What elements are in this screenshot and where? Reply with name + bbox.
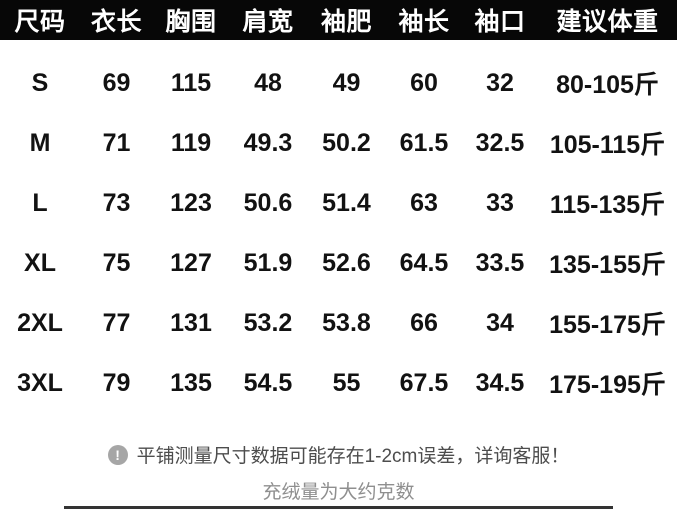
table-cell: 48 [254,68,282,97]
table-cell: 115 [170,68,212,97]
table-cell: 49 [332,68,361,97]
table-row: XL 75 127 51.9 52.6 64.5 33.5 135-155斤 [0,233,677,293]
header-cell: 胸围 [165,8,217,36]
table-cell: 115-135斤 [549,191,666,219]
table-cell: 60 [410,68,438,97]
table-cell: 53.8 [322,308,371,337]
table-cell: 3XL [17,368,63,397]
table-cell: 80-105斤 [556,71,659,99]
exclamation-circle-icon: ! [107,444,128,465]
table-row: S 69 115 48 49 60 32 80-105斤 [0,53,677,113]
table-cell: 73 [102,188,131,217]
table-cell: 127 [170,248,212,277]
table-cell: 61.5 [399,128,449,157]
table-cell: 135-155斤 [549,251,666,279]
table-cell: 79 [102,368,131,397]
table-cell: 155-175斤 [549,311,666,339]
table-cell: 135 [170,368,212,397]
table-cell: 34 [486,308,514,337]
table-cell: XL [24,248,56,277]
table-cell: 77 [102,308,131,337]
table-row: L 73 123 50.6 51.4 63 33 115-135斤 [0,173,677,233]
table-cell: 32 [486,68,514,97]
header-cell: 尺码 [14,8,66,36]
table-cell: 2XL [17,308,63,337]
header-cell: 袖长 [398,8,450,36]
table-row: 2XL 77 131 53.2 53.8 66 34 155-175斤 [0,293,677,353]
table-body: S 69 115 48 49 60 32 80-105斤 M 71 119 49.3 50.2 61.5 3… [0,40,677,413]
table-cell: 55 [332,368,361,397]
table-header-row: 尺码 衣长 胸围 肩宽 袖肥 袖长 袖口 建议体重 [0,0,677,40]
table-cell: S [31,68,49,97]
table-cell: 119 [170,128,212,157]
table-row: M 71 119 49.3 50.2 61.5 32.5 105-115斤 [0,113,677,173]
table-cell: 49.3 [243,128,293,157]
table-cell: 123 [170,188,212,217]
table-cell: 64.5 [399,248,449,277]
table-cell: 69 [102,68,131,97]
header-cell: 建议体重 [556,8,659,36]
next-section-edge [64,506,613,509]
note-measurement-text: 平铺测量尺寸数据可能存在1-2cm误差，详询客服！ [136,446,570,467]
table-cell: 51.4 [322,188,371,217]
table-cell: M [29,128,51,157]
table-cell: 175-195斤 [549,371,666,399]
table-cell: 52.6 [322,248,371,277]
table-cell: 131 [170,308,212,337]
table-cell: 33.5 [475,248,525,277]
header-cell: 肩宽 [242,8,294,36]
table-row: 3XL 79 135 54.5 55 67.5 34.5 175-195斤 [0,353,677,413]
note-measurement: ! 平铺测量尺寸数据可能存在1-2cm误差，详询客服！ [0,441,677,468]
header-cell: 袖口 [474,8,526,36]
table-cell: 67.5 [399,368,449,397]
table-cell: 105-115斤 [549,131,666,159]
table-cell: 34.5 [475,368,525,397]
table-cell: L [32,188,48,217]
table-cell: 54.5 [243,368,293,397]
table-cell: 50.6 [243,188,293,217]
table-cell: 71 [102,128,131,157]
table-cell: 33 [486,188,514,217]
table-cell: 51.9 [243,248,293,277]
note-filling-text: 充绒量为大约克数 [262,482,415,503]
table-cell: 53.2 [243,308,293,337]
table-cell: 75 [102,248,131,277]
header-cell: 袖肥 [320,8,372,36]
size-chart-table: 尺码 衣长 胸围 肩宽 袖肥 袖长 袖口 建议体重 S 69 115 48 49 60 32 80-105斤… [0,0,677,413]
table-cell: 66 [410,308,438,337]
table-cell: 63 [410,188,438,217]
table-cell: 50.2 [322,128,371,157]
header-cell: 衣长 [90,8,142,36]
table-cell: 32.5 [475,128,525,157]
